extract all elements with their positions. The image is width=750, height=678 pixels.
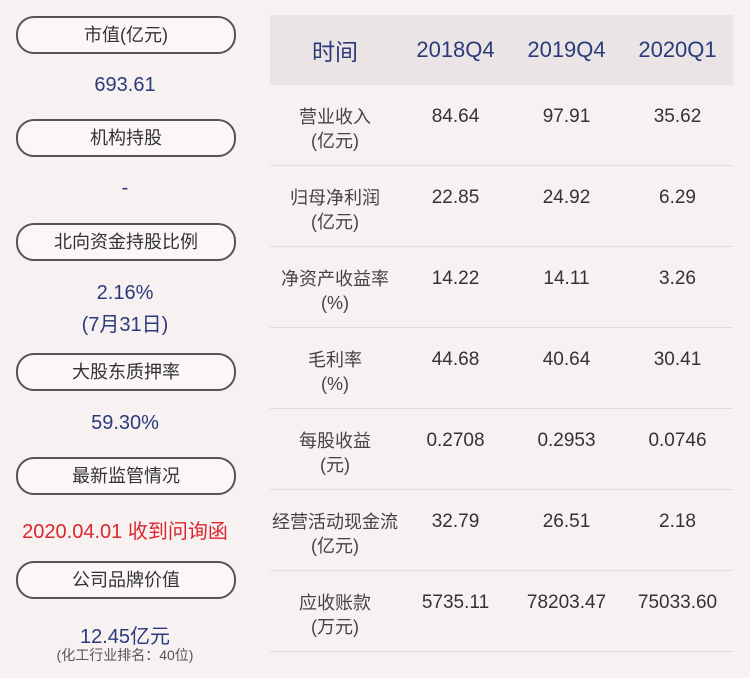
table-cell: 30.41 (653, 349, 702, 370)
table-cell: 32.79 (431, 511, 480, 532)
market-cap-value: 693.61 (94, 74, 156, 96)
regulation-value: 2020.04.01 收到问询函 (22, 521, 228, 543)
institution-label: 机构持股 (16, 119, 236, 157)
header-time: 时间 (312, 39, 358, 65)
market-cap-label: 市值(亿元) (16, 16, 236, 54)
table-row: 毛利率 (%) 44.68 40.64 30.41 (270, 328, 733, 409)
table-cell: 26.51 (542, 511, 591, 532)
table-row: 归母净利润 (亿元) 22.85 24.92 6.29 (270, 166, 733, 247)
summary-panel: 市值(亿元) 693.61 机构持股 - 北向资金持股比例 2.16% (7月3… (0, 0, 250, 678)
header-2020q1: 2020Q1 (638, 37, 717, 62)
table-row: 每股收益 (元) 0.2708 0.2953 0.0746 (270, 409, 733, 490)
row-label: 应收账款 (万元) (299, 593, 371, 637)
header-2018q4: 2018Q4 (416, 37, 495, 62)
header-2019q4: 2019Q4 (527, 37, 606, 62)
regulation-label: 最新监管情况 (16, 457, 236, 495)
northbound-value: 2.16% (96, 282, 154, 304)
table-cell: 22.85 (431, 187, 480, 208)
table-cell: 44.68 (431, 349, 480, 370)
table-cell: 2.18 (659, 511, 696, 532)
row-label: 毛利率 (%) (308, 350, 362, 394)
table-cell: 14.11 (543, 268, 590, 289)
table-cell: 24.92 (542, 187, 591, 208)
table-row: 净资产收益率 (%) 14.22 14.11 3.26 (270, 247, 733, 328)
row-label: 每股收益 (元) (299, 431, 371, 475)
table-header: 时间 2018Q4 2019Q4 2020Q1 (270, 15, 733, 85)
table-cell: 75033.60 (637, 592, 718, 613)
table-row: 经营活动现金流 (亿元) 32.79 26.51 2.18 (270, 490, 733, 571)
brand-value: 12.45亿元 (79, 626, 171, 648)
table-row: 应收账款 (万元) 5735.11 78203.47 75033.60 (270, 571, 733, 652)
table-cell: 0.2708 (426, 430, 485, 451)
table-row: 营业收入 (亿元) 84.64 97.91 35.62 (270, 85, 733, 166)
northbound-label: 北向资金持股比例 (16, 223, 236, 261)
row-label: 归母净利润 (亿元) (290, 188, 380, 232)
row-label: 营业收入 (亿元) (299, 107, 371, 151)
northbound-date: (7月31日) (81, 314, 169, 336)
row-label: 净资产收益率 (%) (281, 269, 389, 313)
pledge-label: 大股东质押率 (16, 353, 236, 391)
table-cell: 3.26 (659, 268, 696, 289)
table-cell: 0.0746 (648, 430, 707, 451)
table-cell: 5735.11 (421, 592, 490, 613)
pledge-value: 59.30% (91, 412, 159, 434)
table-cell: 40.64 (542, 349, 591, 370)
brand-rank: (化工行业排名：40位) (56, 647, 194, 663)
table-cell: 84.64 (431, 106, 480, 127)
table-cell: 6.29 (659, 187, 696, 208)
institution-value: - (121, 177, 129, 199)
table-cell: 0.2953 (537, 430, 596, 451)
table-cell: 35.62 (653, 106, 702, 127)
financial-table: 时间 2018Q4 2019Q4 2020Q1 营业收入 (亿元) 84.64 9… (270, 15, 733, 652)
table-cell: 14.22 (431, 268, 480, 289)
table-cell: 97.91 (542, 106, 591, 127)
row-label: 经营活动现金流 (亿元) (272, 512, 398, 556)
brand-label: 公司品牌价值 (16, 561, 236, 599)
table-cell: 78203.47 (526, 592, 607, 613)
